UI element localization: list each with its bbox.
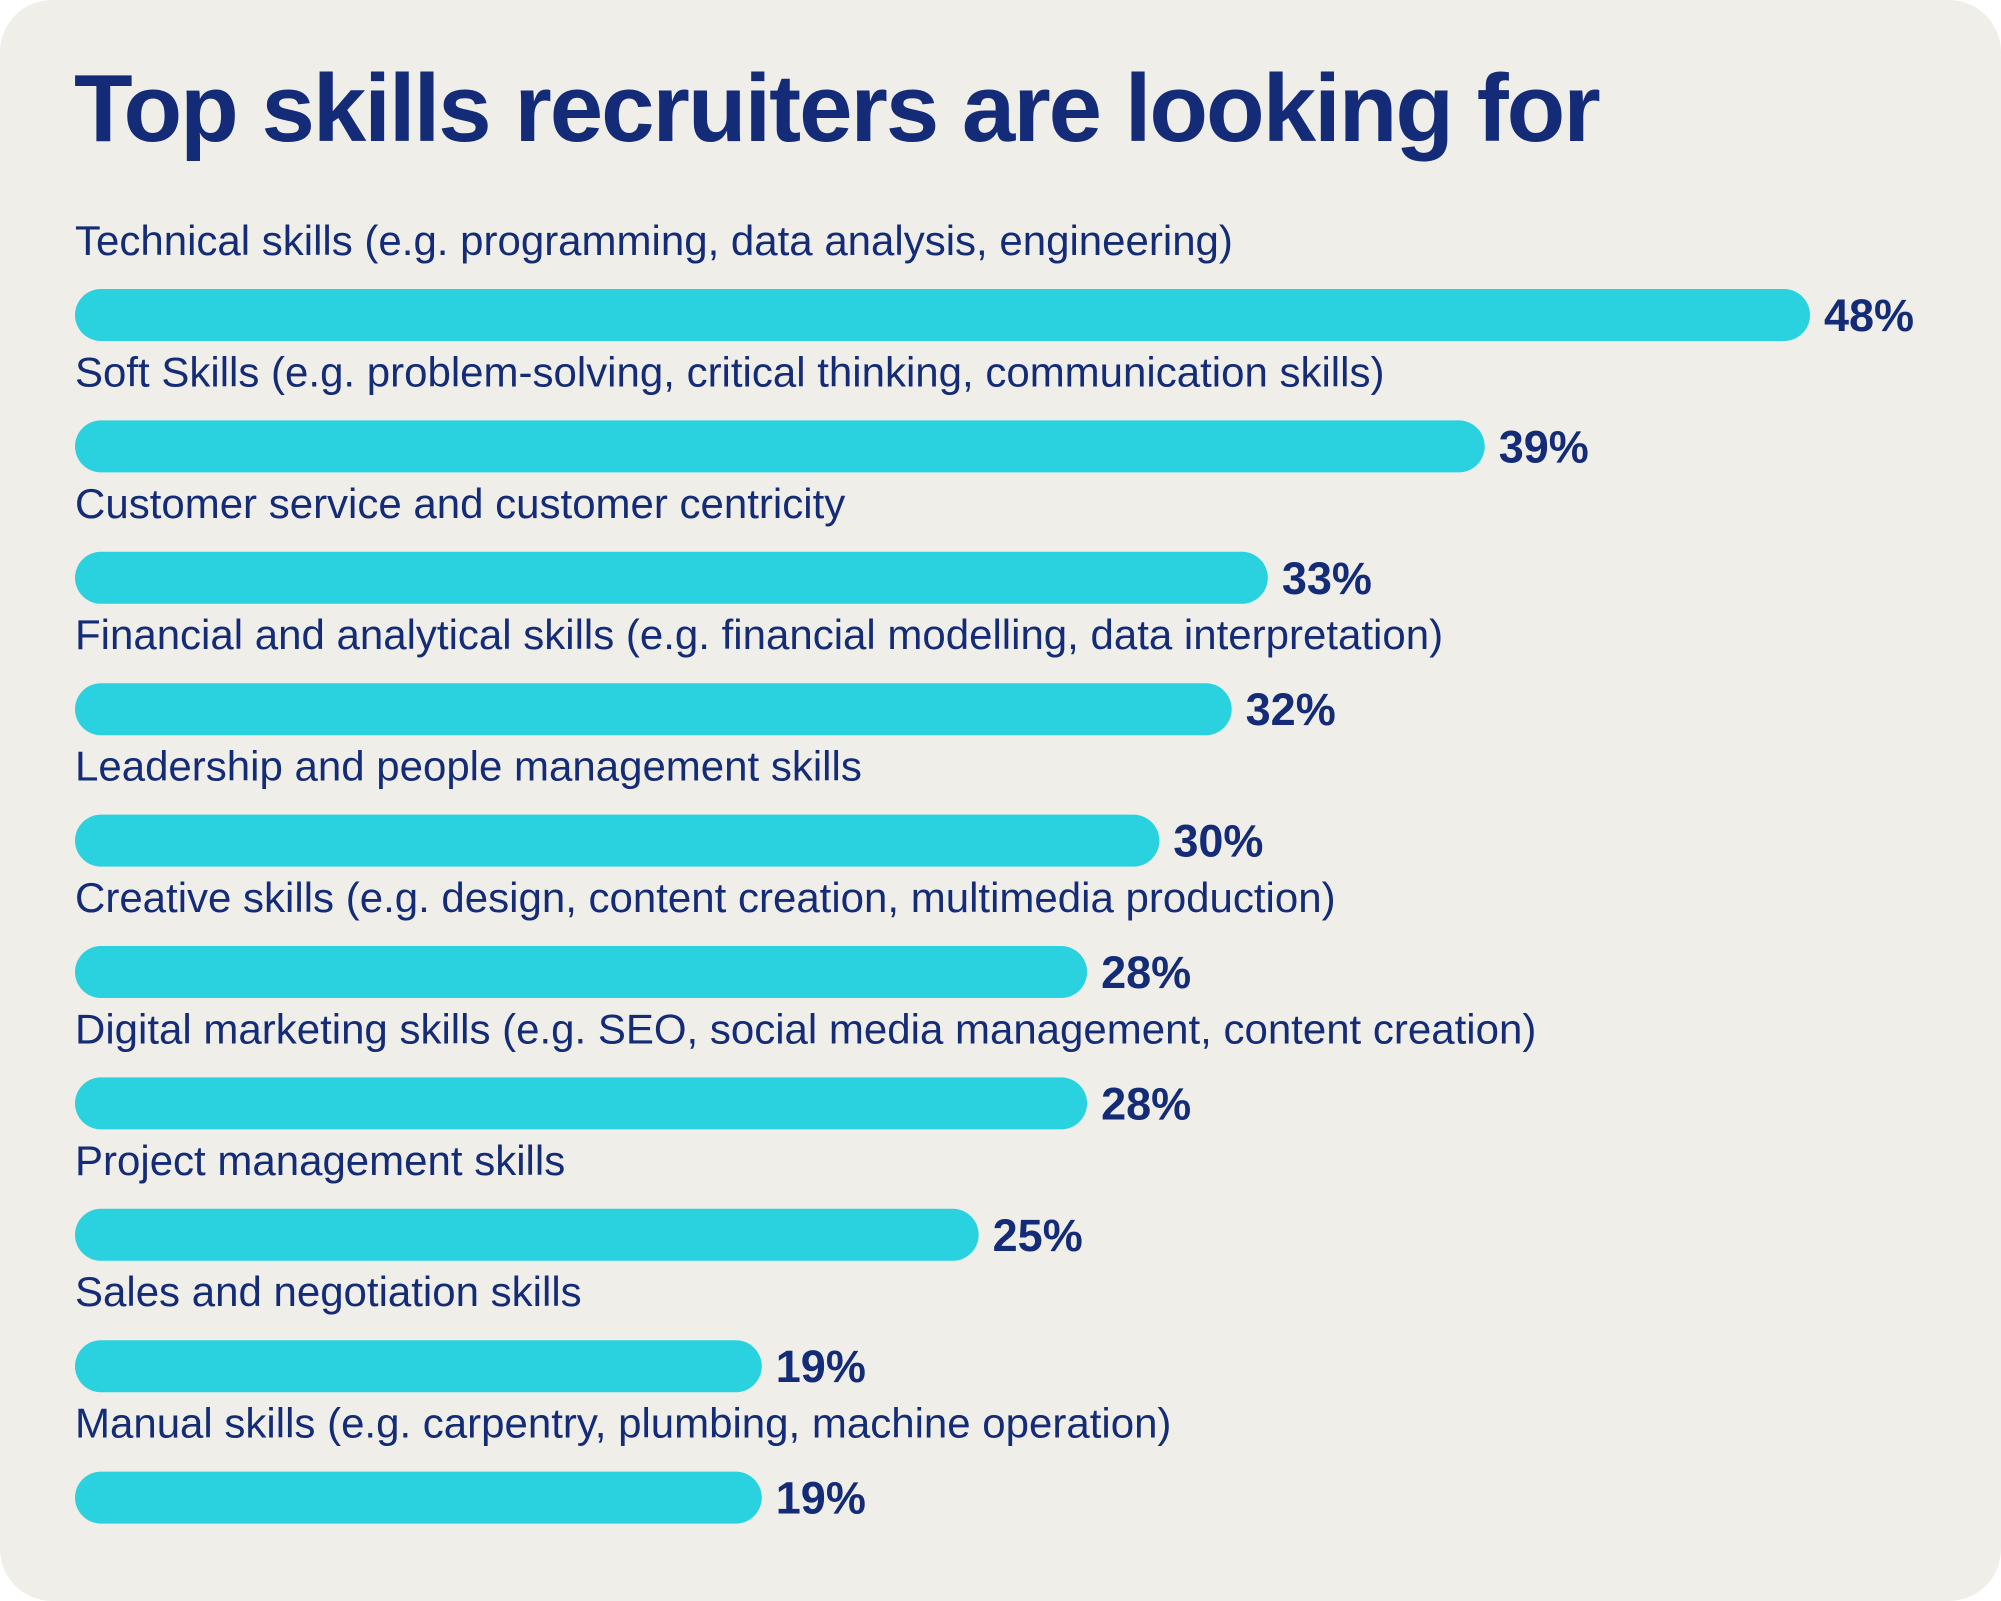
bar [75, 1208, 979, 1261]
chart-title: Top skills recruiters are looking for [74, 55, 1601, 162]
bar [75, 1077, 1088, 1130]
category-label: Manual skills (e.g. carpentry, plumbing,… [75, 1400, 1171, 1447]
category-label: Soft Skills (e.g. problem-solving, criti… [75, 348, 1384, 395]
value-label: 19% [776, 1341, 866, 1392]
bar-row: Manual skills (e.g. carpentry, plumbing,… [75, 1400, 1171, 1524]
bar-row: Technical skills (e.g. programming, data… [75, 217, 1914, 341]
bar-row: Financial and analytical skills (e.g. fi… [75, 611, 1443, 736]
category-label: Sales and negotiation skills [75, 1268, 582, 1315]
category-label: Creative skills (e.g. design, content cr… [75, 874, 1336, 921]
value-label: 30% [1173, 816, 1263, 867]
category-label: Technical skills (e.g. programming, data… [75, 217, 1233, 264]
bar-row: Digital marketing skills (e.g. SEO, soci… [75, 1005, 1536, 1130]
category-label: Project management skills [75, 1137, 565, 1184]
bar [75, 1340, 762, 1393]
bar-row: Leadership and people management skills 3… [75, 743, 1263, 867]
value-label: 33% [1282, 553, 1372, 604]
bar-row: Project management skills 25% [75, 1137, 1083, 1261]
bar-row: Customer service and customer centricity… [75, 480, 1372, 604]
value-label: 28% [1101, 947, 1191, 998]
bar [75, 420, 1485, 473]
bar-row: Creative skills (e.g. design, content cr… [75, 874, 1336, 998]
category-label: Financial and analytical skills (e.g. fi… [75, 611, 1443, 658]
category-label: Leadership and people management skills [75, 743, 862, 790]
value-label: 32% [1246, 684, 1336, 735]
value-label: 28% [1101, 1078, 1191, 1129]
value-label: 39% [1499, 421, 1589, 472]
bar [75, 1471, 762, 1524]
category-label: Customer service and customer centricity [75, 480, 845, 527]
category-label: Digital marketing skills (e.g. SEO, soci… [75, 1005, 1536, 1052]
bar [75, 814, 1160, 867]
value-label: 19% [776, 1473, 866, 1524]
bar [75, 289, 1810, 341]
bar [75, 946, 1088, 998]
bar-row: Soft Skills (e.g. problem-solving, criti… [75, 348, 1589, 473]
bar-row: Sales and negotiation skills 19% [75, 1268, 866, 1393]
value-label: 25% [993, 1210, 1083, 1261]
bar [75, 551, 1268, 604]
value-label: 48% [1824, 290, 1914, 341]
bar [75, 683, 1232, 736]
